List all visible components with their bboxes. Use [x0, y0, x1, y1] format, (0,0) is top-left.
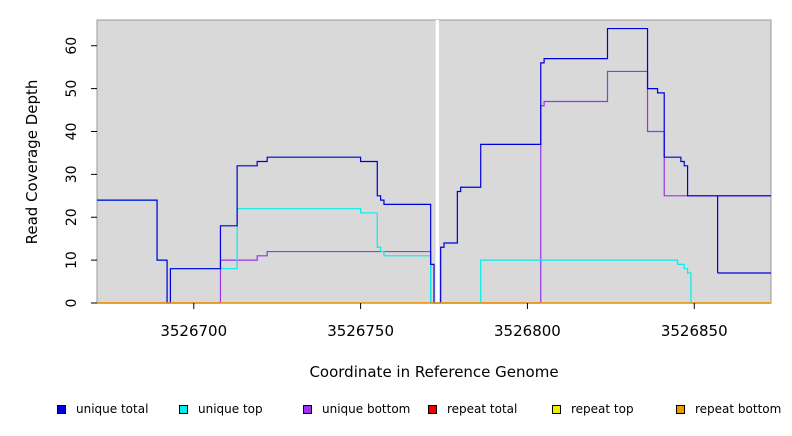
series-line-unique-bottom — [97, 70, 771, 304]
y-tick-label: 10 — [64, 251, 80, 269]
legend-item-unique-top: unique top — [179, 400, 263, 418]
y-tick-label: 50 — [64, 80, 80, 98]
y-tick-label: 30 — [64, 165, 80, 183]
legend-label-unique-top: unique top — [198, 402, 263, 416]
legend-label-unique-total: unique total — [76, 402, 149, 416]
legend-swatch-repeat-bottom — [676, 404, 685, 414]
legend-item-unique-total: unique total — [57, 400, 148, 418]
coverage-gap-band — [435, 20, 440, 303]
legend-label-repeat-total: repeat total — [447, 402, 518, 416]
legend-item-unique-bottom: unique bottom — [303, 400, 410, 418]
y-tick-label: 40 — [64, 123, 80, 141]
x-tick-label: 3526700 — [160, 322, 227, 340]
legend-item-repeat-top: repeat top — [552, 400, 634, 418]
legend-swatch-unique-top — [179, 404, 188, 414]
y-axis-label: Read Coverage Depth — [23, 80, 41, 245]
legend-item-repeat-total: repeat total — [428, 400, 517, 418]
legend-label-unique-bottom: unique bottom — [322, 402, 411, 416]
x-tick-label: 3526750 — [327, 322, 394, 340]
legend-item-repeat-bottom: repeat bottom — [676, 400, 781, 418]
x-axis-label: Coordinate in Reference Genome — [309, 363, 558, 381]
x-tick-label: 3526800 — [494, 322, 561, 340]
y-tick-label: 20 — [64, 208, 80, 226]
legend-label-repeat-top: repeat top — [571, 402, 634, 416]
y-tick-label: 60 — [64, 37, 80, 55]
legend-swatch-unique-total — [57, 404, 66, 414]
legend-swatch-repeat-total — [428, 404, 437, 414]
chart-legend: unique total unique top unique bottom re… — [0, 400, 792, 418]
series-line-unique-total — [97, 27, 771, 304]
legend-swatch-repeat-top — [552, 404, 561, 414]
legend-swatch-unique-bottom — [303, 404, 312, 414]
plot-background — [96, 19, 772, 304]
legend-label-repeat-bottom: repeat bottom — [695, 402, 782, 416]
x-tick-label: 3526850 — [661, 322, 728, 340]
y-tick-label: 0 — [64, 299, 80, 308]
